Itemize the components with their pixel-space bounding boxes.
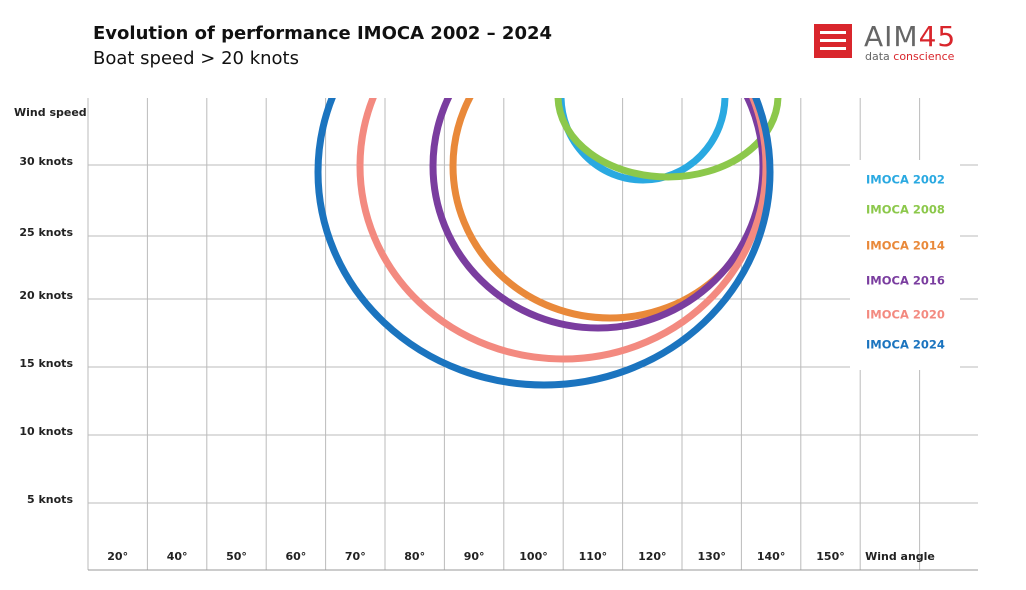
performance-curve [356,98,770,363]
logo-stripe [820,31,846,34]
y-tick-label: 30 knots [19,155,73,168]
subtitle: Boat speed > 20 knots [93,48,299,69]
x-tick-label: 150° [816,550,844,563]
x-tick-label: 110° [579,550,607,563]
x-tick-label: 40° [167,550,188,563]
x-tick-label: 50° [226,550,247,563]
svg-text:AIM45: AIM45 [864,20,956,53]
x-tick-label: 80° [404,550,425,563]
legend-label: IMOCA 2008 [866,203,945,217]
x-tick-label: 140° [757,550,785,563]
x-tick-label: 130° [697,550,725,563]
y-tick-label: 10 knots [19,425,73,438]
x-tick-label: 120° [638,550,666,563]
logo-number: 45 [919,20,957,53]
legend-label: IMOCA 2014 [866,239,945,253]
legend-label: IMOCA 2016 [866,274,945,288]
x-tick-label: 70° [345,550,366,563]
logo-stripe [820,39,846,42]
performance-curve [554,98,782,181]
svg-text:data conscience: data conscience [865,50,955,63]
performance-curve [314,98,774,389]
y-axis-title: Wind speed [14,106,87,119]
y-tick-label: 25 knots [19,226,73,239]
legend-box [850,160,960,370]
logo-tagline: data [865,50,890,63]
legend-label: IMOCA 2020 [866,308,945,322]
y-tick-label: 5 knots [27,493,73,506]
performance-curve [557,98,729,184]
logo-tagline: conscience [893,50,954,63]
x-axis-title: Wind angle [865,550,935,563]
logo-brand: AIM [864,20,919,53]
legend-label: IMOCA 2002 [866,173,945,187]
x-tick-label: 60° [285,550,306,563]
x-tick-label: 90° [464,550,485,563]
y-tick-label: 15 knots [19,357,73,370]
x-tick-label: 100° [519,550,547,563]
legend-label: IMOCA 2024 [866,338,945,352]
y-tick-label: 20 knots [19,289,73,302]
logo: AIM45 data conscience [814,20,956,63]
title: Evolution of performance IMOCA 2002 – 20… [93,23,552,44]
x-tick-label: 20° [107,550,128,563]
logo-stripe [820,47,846,50]
